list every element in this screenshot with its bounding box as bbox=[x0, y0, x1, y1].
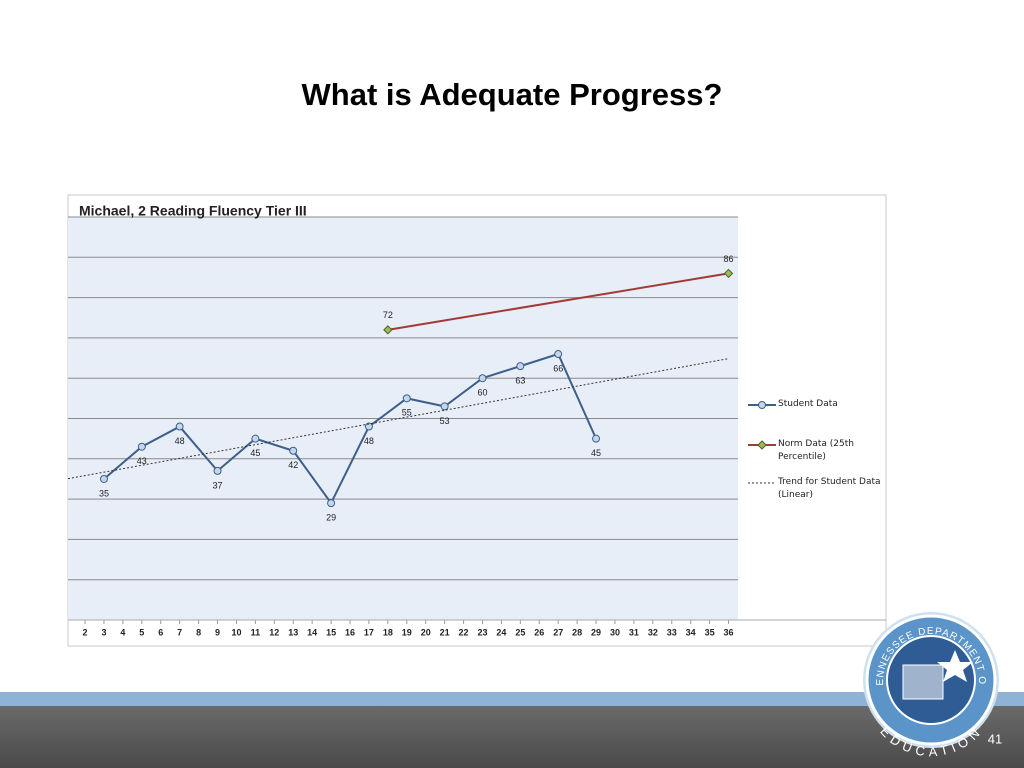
point-marker bbox=[723, 268, 734, 279]
point-marker bbox=[251, 434, 260, 443]
data-label: 35 bbox=[99, 488, 109, 498]
point-marker bbox=[516, 362, 525, 371]
data-label: 48 bbox=[175, 436, 185, 446]
x-tick-label: 16 bbox=[345, 627, 355, 637]
point-marker bbox=[213, 466, 222, 475]
x-tick-label: 13 bbox=[288, 627, 298, 637]
x-tick-label: 29 bbox=[591, 627, 601, 637]
chart-title: Michael, 2 Reading Fluency Tier III bbox=[79, 203, 307, 219]
x-tick-label: 21 bbox=[440, 627, 450, 637]
data-label: 72 bbox=[383, 310, 393, 320]
data-label: 45 bbox=[250, 448, 260, 458]
x-tick-label: 31 bbox=[629, 627, 639, 637]
point-marker bbox=[478, 374, 487, 383]
x-tick-label: 20 bbox=[421, 627, 431, 637]
x-tick-label: 36 bbox=[724, 627, 734, 637]
x-tick-label: 2 bbox=[83, 627, 88, 637]
x-tick-label: 10 bbox=[231, 627, 241, 637]
point-marker bbox=[137, 442, 146, 451]
x-tick-label: 25 bbox=[515, 627, 525, 637]
data-label: 29 bbox=[326, 513, 336, 523]
data-label: 37 bbox=[213, 480, 223, 490]
x-tick-label: 5 bbox=[139, 627, 144, 637]
data-label: 60 bbox=[477, 388, 487, 398]
series-line bbox=[387, 272, 729, 331]
point-marker bbox=[592, 434, 601, 443]
data-label: 42 bbox=[288, 460, 298, 470]
x-tick-label: 17 bbox=[364, 627, 374, 637]
legend-label: Trend for Student Data (Linear) bbox=[778, 477, 881, 500]
data-label: 66 bbox=[553, 363, 563, 373]
x-tick-label: 24 bbox=[496, 627, 506, 637]
point-marker bbox=[175, 422, 184, 431]
data-label: 55 bbox=[402, 408, 412, 418]
point-marker bbox=[383, 325, 393, 335]
x-tick-label: 4 bbox=[120, 627, 125, 637]
x-tick-label: 35 bbox=[705, 627, 715, 637]
data-label: 53 bbox=[440, 416, 450, 426]
x-tick-label: 3 bbox=[101, 627, 106, 637]
legend-item: Student Data bbox=[778, 399, 838, 409]
point-marker bbox=[402, 394, 411, 403]
page-number: 41 bbox=[988, 731, 1002, 746]
legend-label: Norm Data (25th Percentile) bbox=[778, 439, 854, 462]
x-tick-label: 28 bbox=[572, 627, 582, 637]
x-tick-label: 14 bbox=[307, 627, 317, 637]
legend-marker bbox=[758, 401, 766, 409]
x-tick-label: 7 bbox=[177, 627, 182, 637]
x-tick-label: 12 bbox=[269, 627, 279, 637]
accent-band bbox=[0, 692, 1024, 706]
logo-books bbox=[902, 664, 944, 700]
point-marker bbox=[440, 402, 449, 411]
x-tick-label: 8 bbox=[196, 627, 201, 637]
data-label: 43 bbox=[137, 456, 147, 466]
x-tick-label: 6 bbox=[158, 627, 163, 637]
x-tick-label: 32 bbox=[648, 627, 658, 637]
point-marker bbox=[289, 446, 298, 455]
x-tick-label: 34 bbox=[686, 627, 696, 637]
x-tick-label: 33 bbox=[667, 627, 677, 637]
x-tick-label: 18 bbox=[383, 627, 393, 637]
x-tick-label: 11 bbox=[251, 627, 261, 637]
legend-marker bbox=[757, 440, 767, 450]
legend-item: Norm Data (25th Percentile) bbox=[778, 439, 854, 462]
legend-label: Student Data bbox=[778, 399, 838, 409]
data-label: 86 bbox=[724, 254, 734, 264]
x-tick-label: 30 bbox=[610, 627, 620, 637]
point-marker bbox=[99, 474, 108, 483]
point-marker bbox=[364, 422, 373, 431]
x-tick-label: 23 bbox=[477, 627, 487, 637]
point-marker bbox=[554, 350, 563, 359]
point-marker bbox=[327, 499, 336, 508]
logo-star bbox=[937, 650, 973, 682]
legend-item: Trend for Student Data (Linear) bbox=[778, 477, 881, 500]
series-line bbox=[103, 352, 597, 506]
data-label: 48 bbox=[364, 436, 374, 446]
x-tick-label: 9 bbox=[215, 627, 220, 637]
x-tick-label: 19 bbox=[402, 627, 412, 637]
x-tick-label: 15 bbox=[326, 627, 336, 637]
x-tick-label: 26 bbox=[534, 627, 544, 637]
x-tick-label: 27 bbox=[553, 627, 563, 637]
data-label: 45 bbox=[591, 448, 601, 458]
slide-title: What is Adequate Progress? bbox=[302, 77, 723, 112]
footer-band bbox=[0, 706, 1024, 768]
x-tick-label: 22 bbox=[459, 627, 469, 637]
data-label: 63 bbox=[515, 375, 525, 385]
